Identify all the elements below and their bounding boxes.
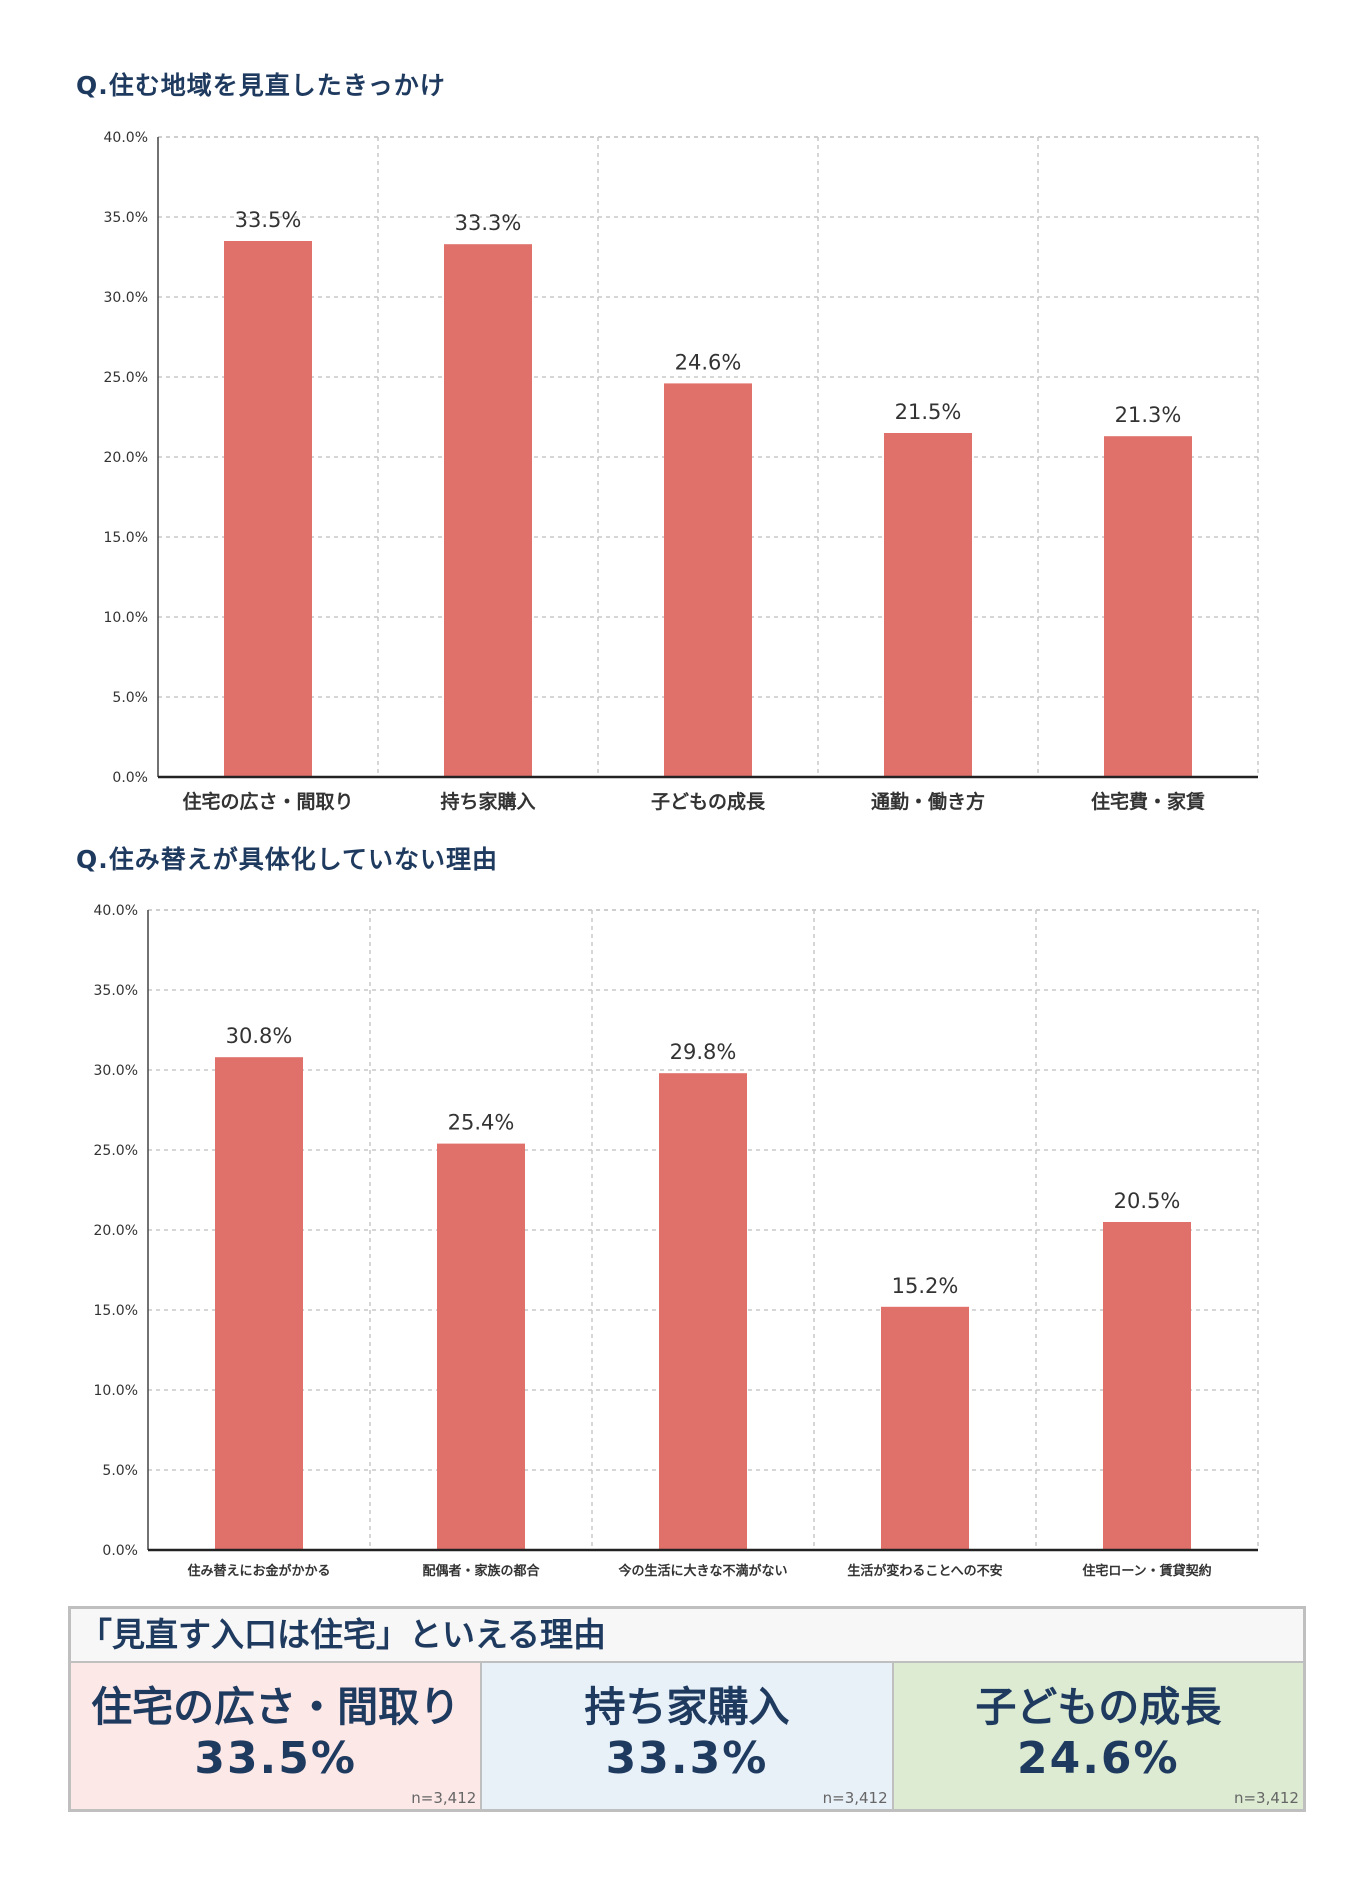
y-tick-label: 25.0% [94,1143,138,1159]
x-tick-label: 通勤・働き方 [871,790,985,813]
data-label: 30.8% [226,1024,293,1048]
x-tick-label: 今の生活に大きな不満がない [617,1563,787,1579]
y-tick-label: 35.0% [104,210,148,226]
data-label: 20.5% [1114,1189,1181,1213]
y-tick-label: 5.0% [112,690,148,706]
y-tick-label: 10.0% [104,610,148,626]
summary-cell-housing-size: 住宅の広さ・間取り 33.5% n=3,412 [71,1663,483,1809]
y-tick-label: 40.0% [94,903,138,919]
summary-box: 「見直す入口は住宅」といえる理由 住宅の広さ・間取り 33.5% n=3,412… [68,1606,1306,1812]
y-tick-label: 0.0% [102,1543,138,1559]
data-label: 21.3% [1115,403,1182,427]
x-tick-label: 住宅費・家賃 [1091,790,1205,813]
data-label: 33.5% [235,208,302,232]
chart-1: 0.0% 5.0% 10.0% 15.0% 20.0% 25.0% 30.0% 35.0% 40… [104,130,1259,813]
x-tick-label: 住宅の広さ・間取り [182,790,353,813]
summary-cell-home-purchase: 持ち家購入 33.3% n=3,412 [482,1663,894,1809]
summary-cell-label: 持ち家購入 [584,1683,790,1731]
bar [1103,1222,1191,1550]
summary-cell-label: 住宅の広さ・間取り [91,1683,461,1731]
x-tick-label: 生活が変わることへの不安 [847,1563,1002,1579]
x-tick-label: 住宅ローン・賃貸契約 [1082,1563,1211,1579]
x-tick-label: 子どもの成長 [651,790,766,813]
bar [881,1306,969,1550]
bar [444,244,532,777]
chart-1-title: Q.住む地域を見直したきっかけ [76,71,446,100]
bar [659,1073,747,1550]
summary-cell-value: 33.5% [194,1733,357,1784]
y-tick-label: 25.0% [104,370,148,386]
bar [437,1143,525,1550]
y-tick-label: 40.0% [104,130,148,146]
bar [1104,436,1192,777]
data-label: 21.5% [895,400,962,424]
x-tick-label: 持ち家購入 [440,790,535,813]
y-tick-label: 15.0% [94,1303,138,1319]
y-tick-label: 0.0% [112,770,148,786]
y-tick-label: 10.0% [94,1383,138,1399]
data-label: 33.3% [455,211,522,235]
x-tick-label: 住み替えにお金がかかる [187,1563,330,1579]
summary-cell-value: 33.3% [605,1733,769,1784]
data-label: 24.6% [675,350,742,374]
bar [664,383,752,777]
y-tick-label: 20.0% [94,1223,138,1239]
y-tick-label: 5.0% [102,1463,138,1479]
summary-cells: 住宅の広さ・間取り 33.5% n=3,412 持ち家購入 33.3% n=3,… [71,1663,1303,1809]
data-label: 29.8% [670,1040,737,1064]
summary-cell-sample-size: n=3,412 [411,1789,477,1807]
bar [224,241,312,777]
bar [884,433,972,777]
summary-cell-label: 子どもの成長 [975,1683,1222,1731]
y-tick-label: 20.0% [104,450,148,466]
chart-2: 0.0% 5.0% 10.0% 15.0% 20.0% 25.0% 30.0% 35.0% 40… [94,903,1259,1579]
summary-cell-child-growth: 子どもの成長 24.6% n=3,412 [893,1663,1303,1809]
x-tick-label: 配偶者・家族の都合 [422,1563,540,1579]
y-tick-label: 30.0% [94,1063,138,1079]
chart-2-title: Q.住み替えが具体化していない理由 [76,845,499,874]
data-label: 25.4% [448,1111,515,1135]
summary-cell-value: 24.6% [1016,1733,1180,1784]
y-tick-label: 15.0% [104,530,148,546]
y-tick-label: 35.0% [94,983,138,999]
bar [215,1057,303,1550]
y-tick-label: 30.0% [104,290,148,306]
summary-cell-sample-size: n=3,412 [822,1789,888,1807]
summary-heading: 「見直す入口は住宅」といえる理由 [71,1609,1303,1663]
data-label: 15.2% [892,1274,959,1298]
summary-cell-sample-size: n=3,412 [1233,1789,1299,1807]
